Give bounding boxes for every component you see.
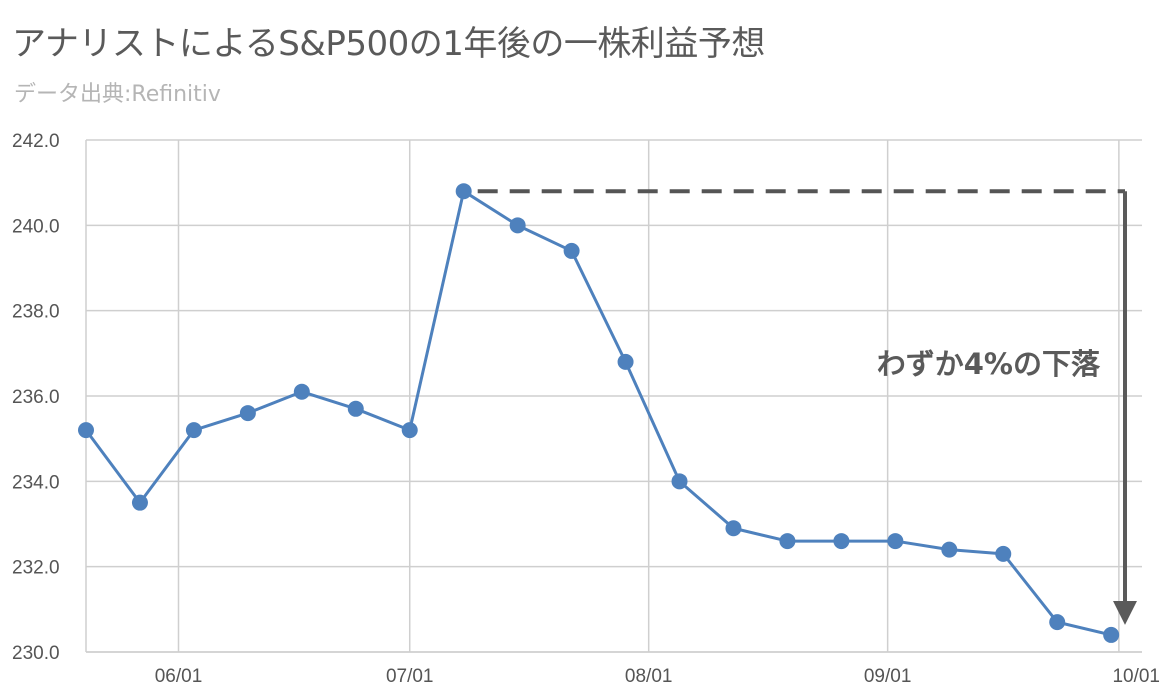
x-tick-label: 08/01 xyxy=(625,666,673,687)
annotation-text: わずか4%の下落 xyxy=(877,347,1101,381)
data-point xyxy=(1103,626,1120,643)
data-point xyxy=(887,533,904,550)
data-point xyxy=(995,545,1012,562)
grid xyxy=(86,139,1142,653)
axes: 230.0 232.0 234.0 236.0 238.0 240.0 242.0 06/01… xyxy=(12,131,1160,687)
data-point xyxy=(78,422,94,439)
chart-subtitle: データ出典:Refinitiv xyxy=(14,82,221,107)
y-tick-label: 234.0 xyxy=(12,472,60,493)
data-point xyxy=(617,353,634,370)
data-point xyxy=(455,183,472,200)
x-tick-label: 09/01 xyxy=(864,666,912,687)
data-point xyxy=(509,217,526,234)
y-tick-label: 242.0 xyxy=(12,131,60,152)
data-point xyxy=(833,533,850,550)
data-point xyxy=(1049,614,1066,631)
chart-title: アナリストによるS&P500の1年後の一株利益予想 xyxy=(12,24,765,64)
y-tick-label: 232.0 xyxy=(12,558,60,579)
x-tick-label: 07/01 xyxy=(386,666,434,687)
data-point xyxy=(563,242,580,259)
y-tick-label: 238.0 xyxy=(12,302,60,323)
data-point xyxy=(725,520,742,537)
series-group xyxy=(78,183,1120,643)
data-point xyxy=(347,400,364,417)
x-tick-label: 10/01 xyxy=(1112,666,1160,687)
series-line xyxy=(84,189,1112,637)
x-tick-label: 06/01 xyxy=(155,666,203,687)
y-tick-label: 230.0 xyxy=(12,643,60,664)
data-point xyxy=(293,383,310,400)
data-point xyxy=(185,422,202,439)
y-tick-label: 240.0 xyxy=(12,216,60,237)
data-point xyxy=(941,541,958,558)
y-tick-label: 236.0 xyxy=(12,387,60,408)
annotation-group: わずか4%の下落 xyxy=(477,189,1137,625)
data-point xyxy=(401,422,418,439)
data-point xyxy=(779,533,796,550)
data-point xyxy=(671,473,688,490)
data-point xyxy=(239,405,256,422)
data-point xyxy=(131,494,148,511)
